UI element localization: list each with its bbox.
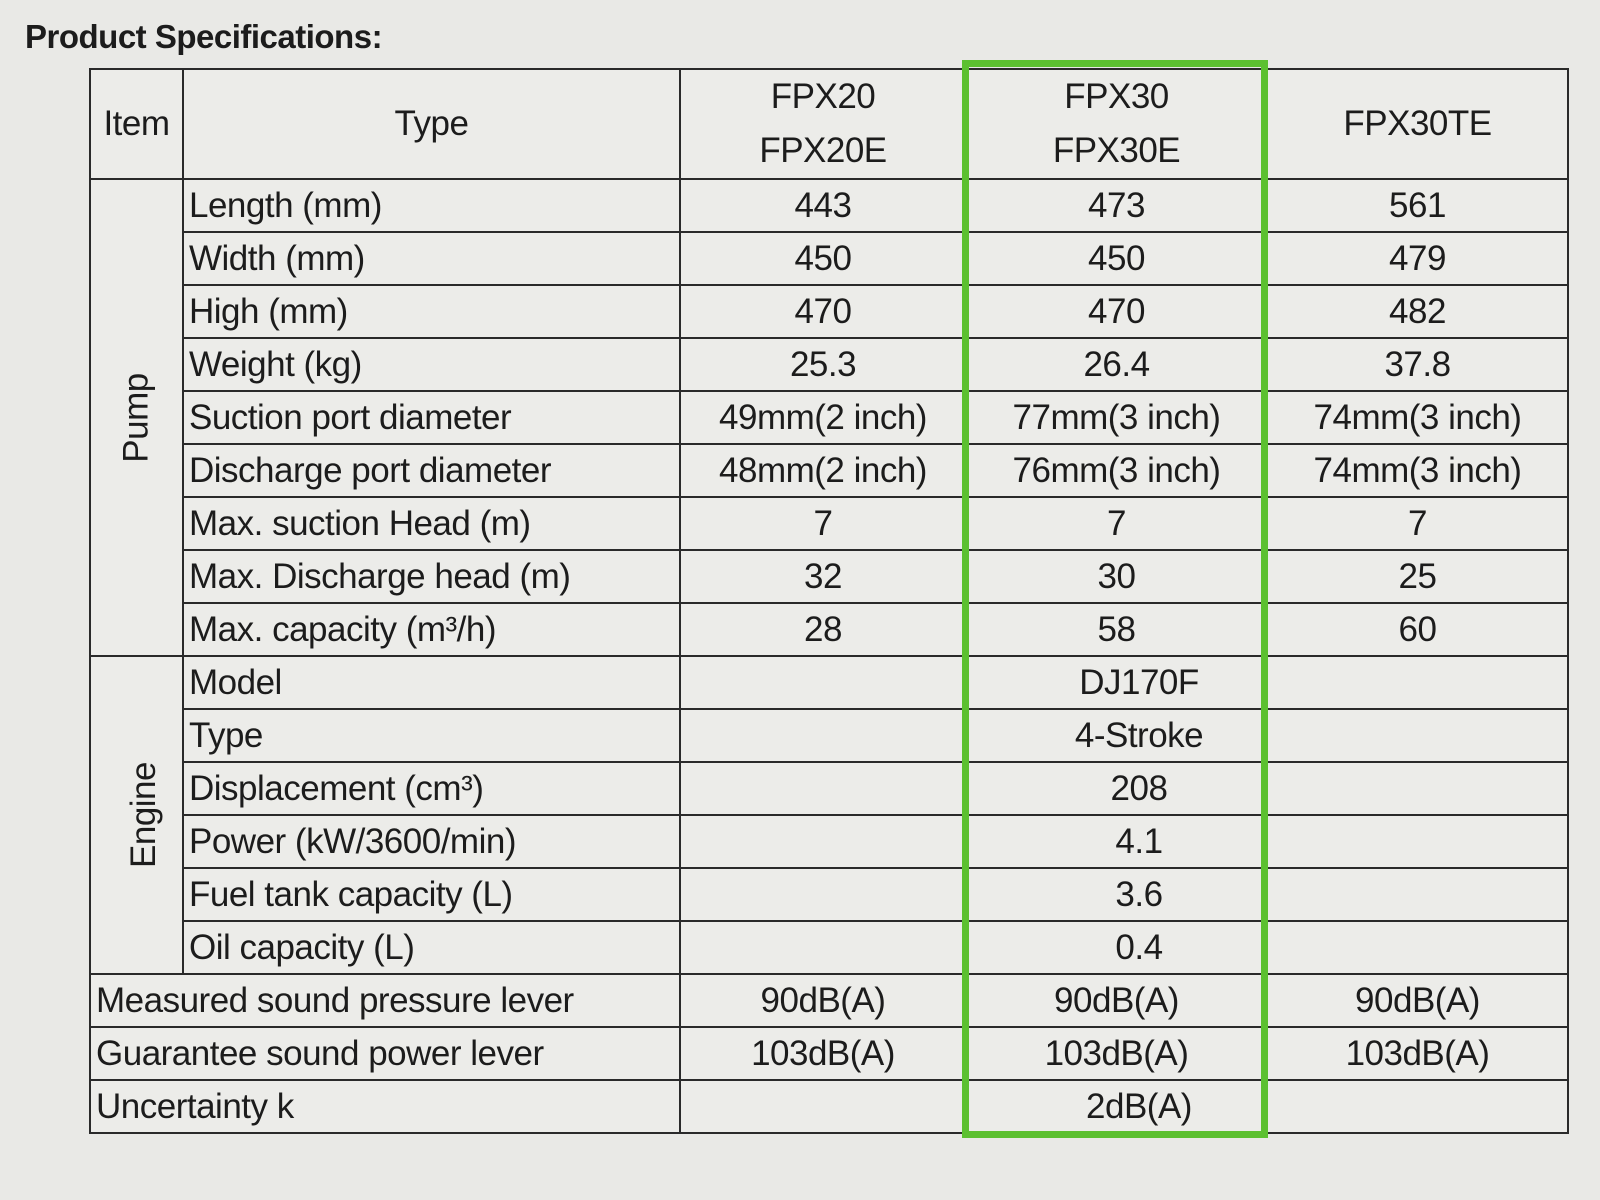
value-cell: 28 bbox=[679, 602, 967, 657]
header-row: Item Type FPX20 FPX20E FPX30 FPX30E FPX30T… bbox=[89, 68, 1569, 180]
value-cell: 25.3 bbox=[679, 337, 967, 392]
row-label: Power (kW/3600/min) bbox=[182, 814, 681, 869]
table-row: Power (kW/3600/min) 4.1 bbox=[90, 814, 1569, 869]
value-cell: 48mm(2 inch) bbox=[679, 443, 967, 498]
value-cell: 25 bbox=[1266, 549, 1569, 604]
value-cell: 32 bbox=[679, 549, 967, 604]
row-label: Suction port diameter bbox=[182, 390, 681, 445]
table-row: Type 4-Stroke bbox=[90, 708, 1569, 763]
value-cell: 74mm(3 inch) bbox=[1266, 443, 1569, 498]
header-type: Type bbox=[182, 68, 681, 180]
value-cell: 58 bbox=[965, 602, 1268, 657]
value-cell: 103dB(A) bbox=[965, 1026, 1268, 1081]
value-cell: 49mm(2 inch) bbox=[679, 390, 967, 445]
model-name: FPX20E bbox=[759, 131, 887, 170]
value-cell: 450 bbox=[965, 231, 1268, 286]
table-row: Uncertainty k 2dB(A) bbox=[89, 1079, 1569, 1134]
group-label-engine: Engine bbox=[89, 655, 184, 975]
value-cell: 3.6 bbox=[679, 867, 1569, 922]
group-label-text: Pump bbox=[116, 372, 156, 463]
value-cell: 90dB(A) bbox=[965, 973, 1268, 1028]
table-row: High (mm) 470 470 482 bbox=[90, 284, 1569, 339]
value-cell: 90dB(A) bbox=[679, 973, 967, 1028]
model-name: FPX20 bbox=[770, 77, 876, 116]
row-label: High (mm) bbox=[182, 284, 681, 339]
value-cell: 103dB(A) bbox=[1266, 1026, 1569, 1081]
value-cell: 7 bbox=[965, 496, 1268, 551]
row-label: Fuel tank capacity (L) bbox=[182, 867, 681, 922]
value-cell: 2dB(A) bbox=[679, 1079, 1569, 1134]
model-name: FPX30 bbox=[1064, 77, 1169, 116]
value-cell: 77mm(3 inch) bbox=[965, 390, 1268, 445]
value-cell: 443 bbox=[679, 178, 967, 233]
table-row: Weight (kg) 25.3 26.4 37.8 bbox=[90, 337, 1569, 392]
table-row: Engine Model DJ170F bbox=[89, 655, 1569, 975]
row-label: Length (mm) bbox=[182, 178, 681, 233]
row-label: Type bbox=[182, 708, 681, 763]
value-cell: DJ170F bbox=[679, 655, 1569, 710]
row-label: Model bbox=[182, 655, 681, 710]
row-label: Discharge port diameter bbox=[182, 443, 681, 498]
header-model-fpx20: FPX20 FPX20E bbox=[679, 68, 967, 180]
value-cell: 561 bbox=[1266, 178, 1569, 233]
value-cell: 473 bbox=[965, 178, 1268, 233]
table-row: Suction port diameter 49mm(2 inch) 77mm(3 … bbox=[90, 390, 1569, 445]
value-cell: 0.4 bbox=[679, 920, 1569, 975]
table-row: Fuel tank capacity (L) 3.6 bbox=[90, 867, 1569, 922]
table-row: Displacement (cm³) 208 bbox=[90, 761, 1569, 816]
table-row: Discharge port diameter 48mm(2 inch) 76mm(… bbox=[90, 443, 1569, 498]
row-label: Max. capacity (m³/h) bbox=[182, 602, 681, 657]
value-cell: 90dB(A) bbox=[1266, 973, 1569, 1028]
model-name: FPX30TE bbox=[1343, 104, 1492, 143]
value-cell: 4.1 bbox=[679, 814, 1569, 869]
table-row: Width (mm) 450 450 479 bbox=[90, 231, 1569, 286]
header-model-fpx30te: FPX30TE bbox=[1266, 68, 1569, 180]
row-label: Max. suction Head (m) bbox=[182, 496, 681, 551]
row-label: Displacement (cm³) bbox=[182, 761, 681, 816]
table-row: Max. Discharge head (m) 32 30 25 bbox=[90, 549, 1569, 604]
row-label: Weight (kg) bbox=[182, 337, 681, 392]
value-cell: 103dB(A) bbox=[679, 1026, 967, 1081]
table-row: Guarantee sound power lever 103dB(A) 103dB… bbox=[89, 1026, 1569, 1081]
value-cell: 479 bbox=[1266, 231, 1569, 286]
value-cell: 26.4 bbox=[965, 337, 1268, 392]
row-label: Max. Discharge head (m) bbox=[182, 549, 681, 604]
value-cell: 30 bbox=[965, 549, 1268, 604]
table-row: Max. capacity (m³/h) 28 58 60 bbox=[90, 602, 1569, 657]
value-cell: 7 bbox=[679, 496, 967, 551]
header-model-fpx30: FPX30 FPX30E bbox=[965, 68, 1268, 180]
row-label: Measured sound pressure lever bbox=[89, 973, 681, 1028]
table-row: Oil capacity (L) 0.4 bbox=[90, 920, 1569, 975]
row-label: Oil capacity (L) bbox=[182, 920, 681, 975]
value-cell: 60 bbox=[1266, 602, 1569, 657]
value-cell: 470 bbox=[965, 284, 1268, 339]
value-cell: 7 bbox=[1266, 496, 1569, 551]
spec-table: Item Type FPX20 FPX20E FPX30 FPX30E FPX30T… bbox=[89, 68, 1569, 1134]
row-label: Guarantee sound power lever bbox=[89, 1026, 681, 1081]
value-cell: 450 bbox=[679, 231, 967, 286]
value-cell: 4-Stroke bbox=[679, 708, 1569, 763]
row-label: Width (mm) bbox=[182, 231, 681, 286]
header-item: Item bbox=[89, 68, 184, 180]
table-row: Pump Length (mm) 443 473 561 bbox=[89, 178, 1569, 657]
value-cell: 76mm(3 inch) bbox=[965, 443, 1268, 498]
value-cell: 470 bbox=[679, 284, 967, 339]
value-cell: 37.8 bbox=[1266, 337, 1569, 392]
table-row: Max. suction Head (m) 7 7 7 bbox=[90, 496, 1569, 551]
value-cell: 74mm(3 inch) bbox=[1266, 390, 1569, 445]
row-label: Uncertainty k bbox=[89, 1079, 681, 1134]
value-cell: 208 bbox=[679, 761, 1569, 816]
section-title: Product Specifications: bbox=[25, 18, 383, 55]
group-label-text: Engine bbox=[123, 762, 163, 868]
group-label-pump: Pump bbox=[89, 178, 184, 657]
table-row: Measured sound pressure lever 90dB(A) 90dB… bbox=[89, 973, 1569, 1028]
model-name: FPX30E bbox=[1052, 131, 1181, 170]
value-cell: 482 bbox=[1266, 284, 1569, 339]
